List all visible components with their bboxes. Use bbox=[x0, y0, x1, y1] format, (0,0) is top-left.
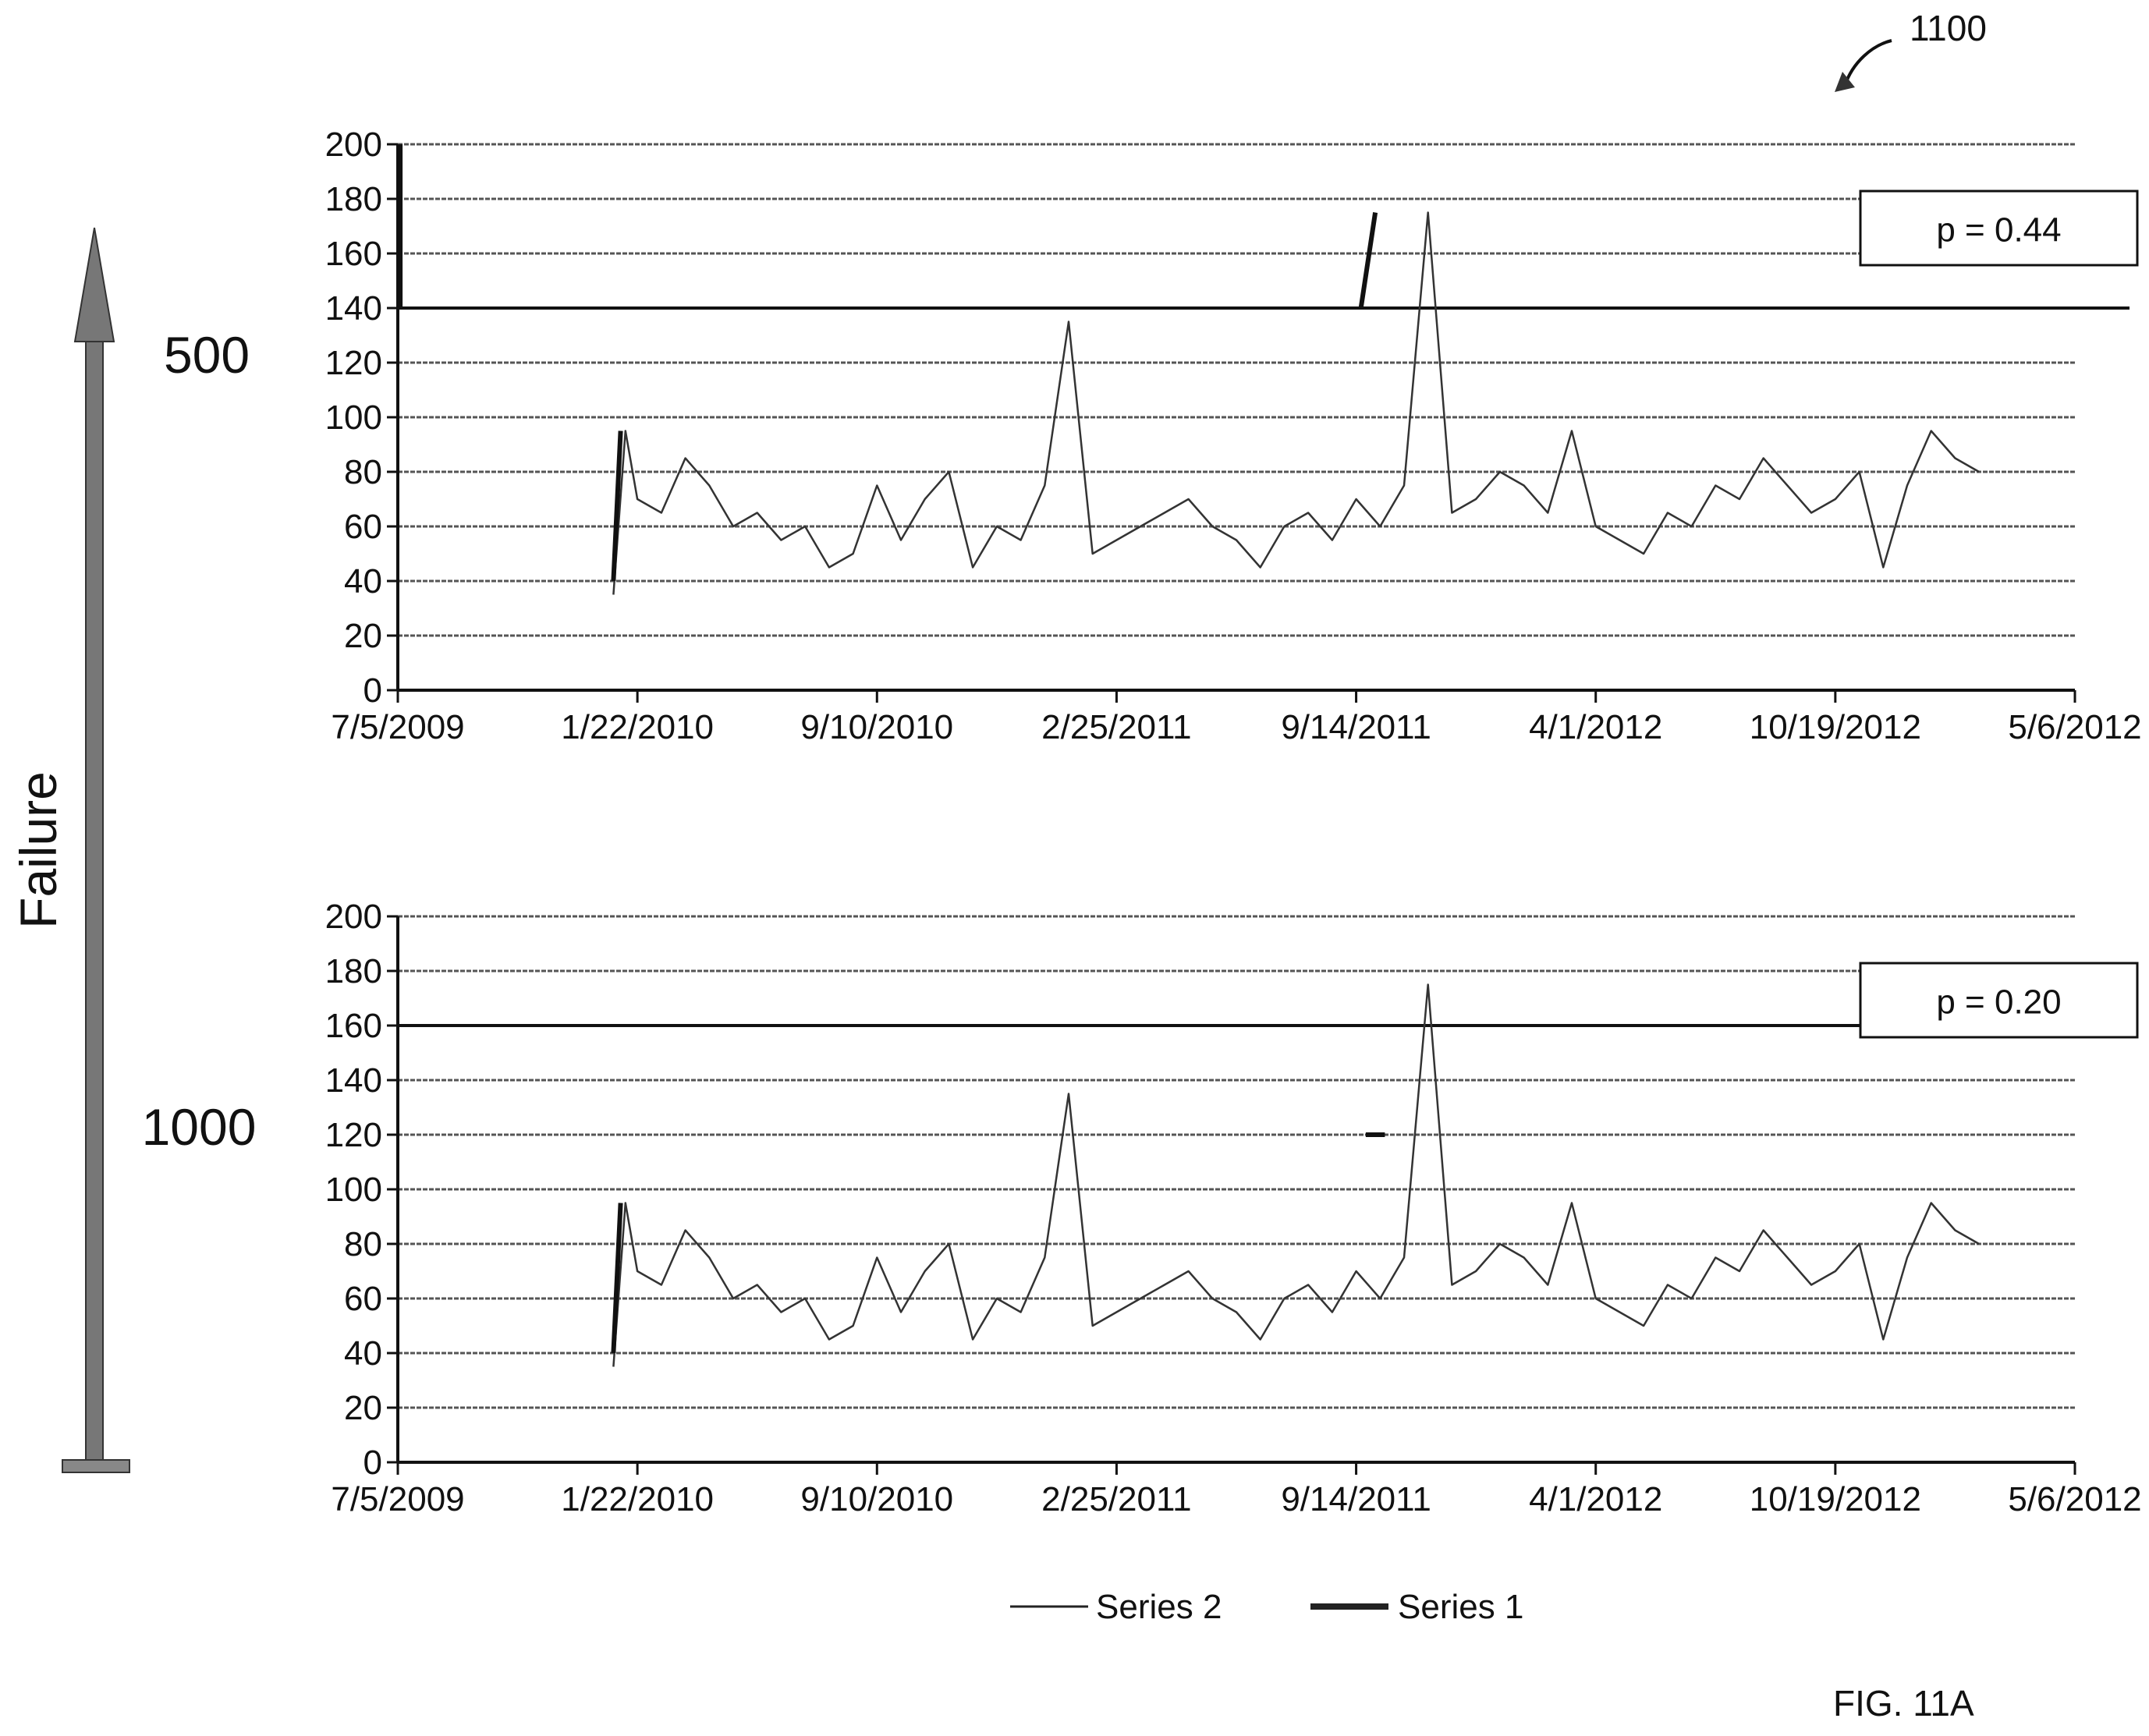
x-tick-label-6: 10/19/2012 bbox=[1750, 708, 1921, 746]
y-tick-label-20: 20 bbox=[344, 1389, 382, 1427]
chart-500: 0 20 40 60 80 100 120 140 160 180 200 7/5/2009 1/22/… bbox=[325, 126, 2142, 746]
figure-caption: FIG. 11A bbox=[1833, 1683, 1974, 1724]
y-tick-label-140: 140 bbox=[325, 289, 382, 328]
annotation-text: p = 0.44 bbox=[1936, 211, 2061, 250]
y-tick-label-0: 0 bbox=[363, 1444, 382, 1482]
legend-label-series-2: Series 2 bbox=[1096, 1588, 1222, 1626]
series-2-line bbox=[612, 211, 1980, 595]
series-1-segment-1 bbox=[611, 430, 623, 582]
x-tick-label-0: 7/5/2009 bbox=[331, 1480, 464, 1518]
x-tick-label-7: 5/6/2012 bbox=[2008, 708, 2141, 746]
annotation-text: p = 0.20 bbox=[1936, 983, 2061, 1022]
failure-arrow-base bbox=[62, 1459, 130, 1473]
figure-ref-number: 1100 bbox=[1910, 8, 1987, 48]
x-tick-label-1: 1/22/2010 bbox=[561, 1480, 714, 1518]
failure-arrow bbox=[62, 227, 130, 1473]
y-tick-label-160: 160 bbox=[325, 235, 382, 273]
x-tick-label-7: 5/6/2012 bbox=[2008, 1480, 2141, 1518]
y-tick-label-140: 140 bbox=[325, 1061, 382, 1100]
level-label-500: 500 bbox=[164, 326, 250, 384]
y-tick-label-100: 100 bbox=[325, 399, 382, 437]
y-tick-label-0: 0 bbox=[363, 671, 382, 710]
level-label-1000: 1000 bbox=[142, 1098, 257, 1156]
figure-ref: 1100 bbox=[1835, 8, 1987, 92]
series-1-segment-0 bbox=[611, 1203, 623, 1354]
chart-1000: 0 20 40 60 80 100 120 140 160 180 200 7/5/2009 1/22/… bbox=[325, 898, 2142, 1518]
x-tick-label-5: 4/1/2012 bbox=[1529, 1480, 1662, 1518]
y-tick-label-40: 40 bbox=[344, 1334, 382, 1373]
y-tick-label-80: 80 bbox=[344, 453, 382, 491]
x-tick-label-1: 1/22/2010 bbox=[561, 708, 714, 746]
x-tick-label-0: 7/5/2009 bbox=[331, 708, 464, 746]
legend-label-series-1: Series 1 bbox=[1398, 1588, 1523, 1626]
y-tick-label-200: 200 bbox=[325, 126, 382, 164]
series-1-segment-2 bbox=[1358, 212, 1378, 309]
x-tick-label-4: 9/14/2011 bbox=[1281, 1480, 1431, 1518]
annotation-box bbox=[1859, 190, 2139, 267]
y-tick-label-200: 200 bbox=[325, 898, 382, 936]
x-tick-label-5: 4/1/2012 bbox=[1529, 708, 1662, 746]
y-tick-label-180: 180 bbox=[325, 952, 382, 990]
x-tick-label-4: 9/14/2011 bbox=[1281, 708, 1431, 746]
y-tick-label-120: 120 bbox=[325, 1116, 382, 1154]
y-tick-label-60: 60 bbox=[344, 1280, 382, 1318]
y-tick-label-120: 120 bbox=[325, 344, 382, 382]
x-tick-label-2: 9/10/2010 bbox=[800, 1480, 953, 1518]
x-tick-label-3: 2/25/2011 bbox=[1041, 708, 1191, 746]
y-tick-label-40: 40 bbox=[344, 562, 382, 601]
y-tick-label-80: 80 bbox=[344, 1225, 382, 1263]
y-tick-label-160: 160 bbox=[325, 1007, 382, 1045]
y-tick-label-60: 60 bbox=[344, 508, 382, 546]
failure-arrow-head bbox=[73, 227, 115, 342]
x-tick-label-2: 9/10/2010 bbox=[800, 708, 953, 746]
x-tick-label-6: 10/19/2012 bbox=[1750, 1480, 1921, 1518]
x-tick-label-3: 2/25/2011 bbox=[1041, 1480, 1191, 1518]
series-2-line bbox=[612, 983, 1980, 1367]
y-tick-label-180: 180 bbox=[325, 180, 382, 218]
legend: Series 2 Series 1 bbox=[1010, 1588, 1523, 1626]
side-axis-label: Failure bbox=[9, 771, 67, 929]
ref-arrowhead bbox=[1835, 72, 1855, 92]
ref-leader-line bbox=[1843, 39, 1892, 87]
y-tick-label-20: 20 bbox=[344, 617, 382, 655]
failure-arrow-shaft bbox=[85, 303, 104, 1467]
annotation-box bbox=[1859, 962, 2139, 1039]
y-tick-label-100: 100 bbox=[325, 1171, 382, 1209]
